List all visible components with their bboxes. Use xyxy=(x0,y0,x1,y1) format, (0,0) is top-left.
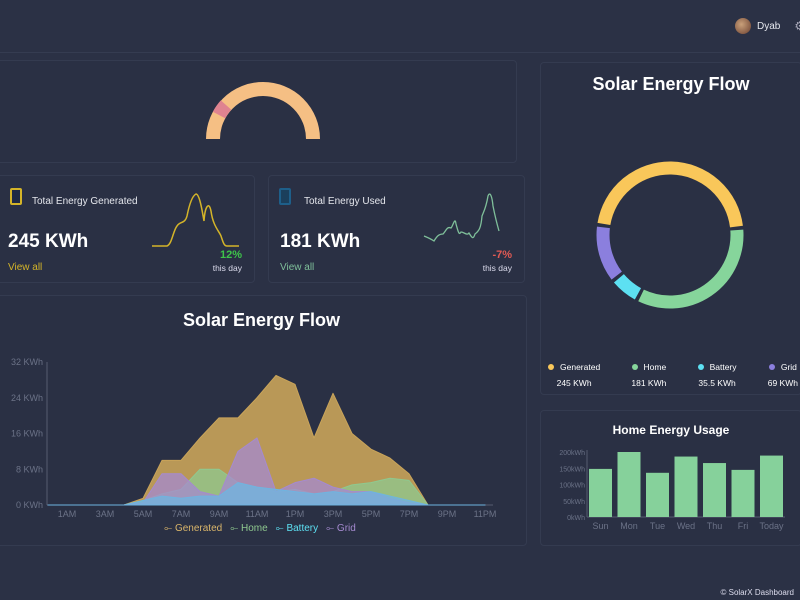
legend-label: Home xyxy=(643,362,667,372)
solar-panel-icon xyxy=(10,188,22,205)
card-value: 245 KWh xyxy=(8,231,89,252)
x-tick-label: Today xyxy=(759,521,784,531)
card-value: 181 KWh xyxy=(280,231,361,252)
x-tick-label: 1AM xyxy=(58,509,77,519)
x-tick-label: Tue xyxy=(650,521,665,531)
card-title: Total Energy Generated xyxy=(32,196,138,207)
x-tick-label: 5AM xyxy=(134,509,153,519)
footer-text: © SolarX Dashboard xyxy=(720,588,795,597)
header-divider xyxy=(0,52,800,53)
view-all-link[interactable]: View all xyxy=(8,262,43,273)
x-tick-label: Thu xyxy=(707,521,723,531)
x-tick-label: 11AM xyxy=(246,509,269,519)
chart-title: Solar Energy Flow xyxy=(182,310,341,330)
home-usage-panel: Home Energy Usage xyxy=(540,410,800,546)
donut-title: Solar Energy Flow xyxy=(592,74,750,94)
user-name: Dyab xyxy=(757,20,781,32)
x-tick-label: 7AM xyxy=(172,509,191,519)
x-tick-label: Sun xyxy=(592,521,608,531)
legend-grid[interactable]: ⟜ Grid xyxy=(326,523,356,534)
bar-today xyxy=(760,455,783,517)
legend-label: Grid xyxy=(780,362,797,372)
legend-battery[interactable]: ⟜ Battery xyxy=(275,523,319,534)
y-tick-label: 16 KWh xyxy=(11,429,43,439)
y-tick-label: 0kWh xyxy=(567,515,585,522)
y-tick-label: 0 KWh xyxy=(16,500,43,510)
period-label: this day xyxy=(482,263,512,273)
gauge-panel xyxy=(0,60,517,163)
x-tick-label: 11PM xyxy=(474,509,497,519)
bar-wed xyxy=(674,456,698,517)
card-title: Total Energy Used xyxy=(304,196,386,207)
y-tick-label: 100kWh xyxy=(559,483,585,490)
donut-slice-home xyxy=(638,229,744,309)
legend-dot xyxy=(768,364,775,370)
bar-sun xyxy=(589,468,612,517)
x-tick-label: Wed xyxy=(677,521,695,531)
y-tick-label: 150kWh xyxy=(559,466,585,473)
legend-grid: Grid 69 KWh xyxy=(768,362,798,388)
area-chart: 0 KWh 8 KWh 16 KWh 24 KWh 32 KWh 1AM 3AM 5AM 7AM… xyxy=(11,357,497,519)
donut-slice-generated xyxy=(597,161,743,228)
legend-home: Home 181 KWh xyxy=(631,362,666,388)
card-energy-used: Total Energy Used 181 KWh View all -7% t… xyxy=(268,175,525,283)
change-percent: 12% xyxy=(219,249,242,261)
x-tick-label: 9AM xyxy=(210,509,229,519)
x-tick-label: Mon xyxy=(620,521,638,531)
gauge xyxy=(206,82,320,140)
legend-home[interactable]: ⟜ Home xyxy=(230,523,268,534)
donut-panel: Solar Energy Flow xyxy=(540,62,800,395)
bar-mon xyxy=(617,452,641,517)
meter-icon xyxy=(279,188,291,205)
bar-chart: 0kWh 50kWh 100kWh 150kWh 200kWh Sun Mon Tue Wed T… xyxy=(559,450,785,531)
bar-tue xyxy=(646,472,669,517)
legend-dot xyxy=(548,364,554,370)
y-tick-label: 8 KWh xyxy=(16,464,43,474)
legend-label: Battery xyxy=(709,362,737,372)
gear-icon[interactable]: ⚙ xyxy=(794,19,800,33)
x-tick-label: 3PM xyxy=(324,509,343,519)
bar-thu xyxy=(703,463,726,517)
donut-slice-grid xyxy=(596,226,623,280)
legend-dot xyxy=(631,364,638,370)
legend-battery: Battery 35.5 KWh xyxy=(697,362,737,388)
card-energy-generated: Total Energy Generated 245 KWh View all … xyxy=(0,175,255,283)
donut-slice-battery xyxy=(613,273,642,300)
sparkline-used xyxy=(423,193,500,242)
avatar xyxy=(735,18,751,34)
area-battery xyxy=(47,482,486,506)
user-menu[interactable]: Dyab ⚙ xyxy=(735,18,800,34)
legend-value: 181 KWh xyxy=(631,378,667,388)
legend-value: 69 KWh xyxy=(767,378,798,388)
x-tick-label: Fri xyxy=(738,521,749,531)
legend-value: 35.5 KWh xyxy=(698,378,736,388)
x-tick-label: 1PM xyxy=(286,509,305,519)
legend-value: 245 KWh xyxy=(556,378,592,388)
bar-chart-title: Home Energy Usage xyxy=(612,423,730,437)
legend-dot xyxy=(697,364,704,370)
y-tick-label: 24 KWh xyxy=(11,393,43,403)
x-tick-label: 5PM xyxy=(362,509,381,519)
donut-legend: Generated 245 KWh Home 181 KWh Battery 35.5… xyxy=(548,362,798,388)
y-tick-label: 200kWh xyxy=(559,450,585,457)
legend-label: Generated xyxy=(560,362,601,372)
legend-generated: Generated 245 KWh xyxy=(548,362,600,388)
change-percent: -7% xyxy=(492,249,512,261)
x-tick-label: 7PM xyxy=(400,509,419,519)
x-tick-label: 9PM xyxy=(438,509,457,519)
donut-chart xyxy=(596,161,744,309)
sparkline-generated xyxy=(152,193,239,247)
chart-legend: ⟜ Generated ⟜ Home ⟜ Battery ⟜ Grid xyxy=(0,523,520,534)
view-all-link[interactable]: View all xyxy=(280,262,315,273)
y-tick-label: 50kWh xyxy=(563,499,585,506)
y-tick-label: 32 KWh xyxy=(11,357,43,367)
x-tick-label: 3AM xyxy=(96,509,115,519)
bar-fri xyxy=(731,469,755,517)
period-label: this day xyxy=(212,263,242,273)
legend-generated[interactable]: ⟜ Generated xyxy=(164,523,223,534)
